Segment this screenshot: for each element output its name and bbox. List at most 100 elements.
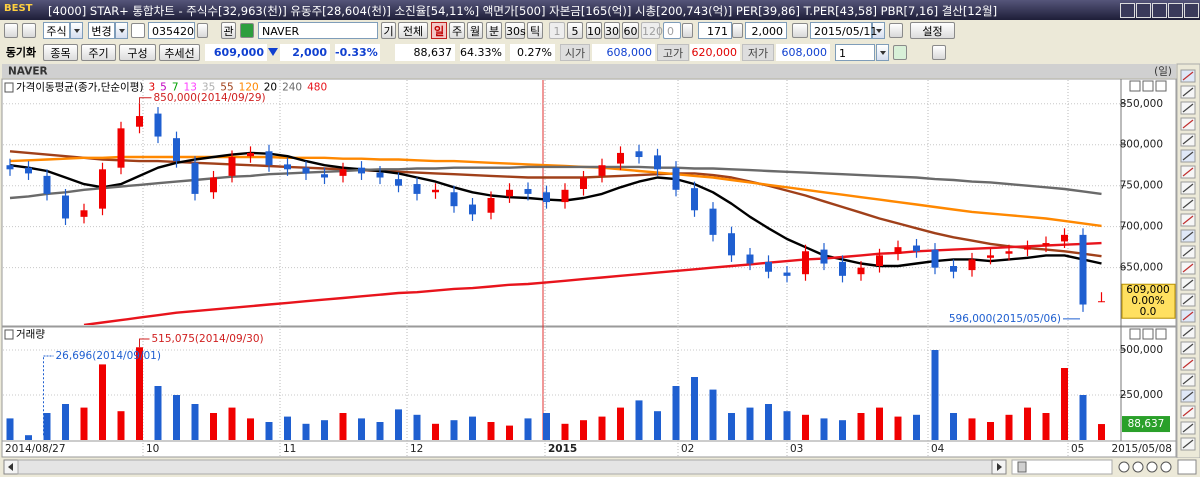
y-tick-label: 700,000 <box>1120 221 1163 233</box>
panel-button[interactable] <box>1142 328 1154 340</box>
zoom-button[interactable] <box>1160 461 1172 473</box>
toolbar-icon[interactable] <box>889 23 903 38</box>
volume-bar <box>210 413 217 440</box>
toolbar-button[interactable]: 종목 <box>43 44 78 61</box>
y-tick-label: 850,000 <box>1120 98 1163 110</box>
candle-body <box>672 167 680 190</box>
zoom-button[interactable] <box>1146 461 1158 473</box>
toolbar-button[interactable]: 설정 <box>910 22 955 39</box>
period-label: (일) <box>1154 65 1172 78</box>
scroll-track[interactable] <box>17 459 993 475</box>
window-button[interactable] <box>1152 3 1167 18</box>
volume-bar <box>1005 414 1013 440</box>
toolbar-button[interactable]: 5 <box>567 22 583 39</box>
panel-header <box>2 64 1176 78</box>
dropdown-arrow[interactable] <box>115 22 128 39</box>
toolbar-field[interactable]: 0 <box>663 22 681 39</box>
toolbar-button[interactable]: 주기 <box>81 44 116 61</box>
tool-glyph <box>1182 311 1194 321</box>
zoom-thumb[interactable] <box>1017 461 1027 473</box>
toolbar-field[interactable]: 2,000 <box>745 22 787 39</box>
toolbar-button[interactable]: 추세선 <box>159 44 200 61</box>
toolbar-button[interactable]: 월 <box>467 22 483 39</box>
toolbar-button[interactable]: 분 <box>486 22 502 39</box>
toolbar-button[interactable]: 120 <box>641 22 663 39</box>
toolbar-button[interactable]: 관 <box>221 22 236 39</box>
toolbar-icon[interactable] <box>4 23 18 38</box>
candle-body <box>746 254 754 264</box>
zoom-slider[interactable] <box>1011 459 1113 475</box>
candle-body <box>617 152 624 164</box>
x-tick-label: 04 <box>931 443 945 455</box>
toolbar-field[interactable]: 변경 <box>88 22 115 39</box>
panel-button[interactable] <box>1129 328 1141 340</box>
zoom-button[interactable] <box>1132 461 1144 473</box>
volume-bar <box>950 413 957 440</box>
toolbar-button[interactable]: 30 <box>604 22 620 39</box>
annotation: 26,696(2014/09/01) <box>56 350 161 362</box>
spinner[interactable] <box>732 23 743 38</box>
toolbar-button[interactable]: 구성 <box>119 44 156 61</box>
y-tick-label: 250,000 <box>1120 389 1163 401</box>
toolbar-button[interactable]: 전체 <box>398 22 428 39</box>
toolbar-field[interactable]: NAVER <box>258 22 378 39</box>
tool-glyph <box>1182 87 1194 97</box>
zoom-button[interactable] <box>1118 461 1130 473</box>
toolbar-button[interactable]: 10 <box>586 22 602 39</box>
search-icon[interactable] <box>240 23 254 38</box>
toolbar-field[interactable]: 1 <box>835 44 875 61</box>
close-button[interactable] <box>1184 3 1199 18</box>
volume-bar <box>820 418 828 440</box>
toolbar-field[interactable]: 주식 <box>43 22 70 39</box>
volume-bar <box>617 407 624 440</box>
tool-glyph <box>1182 407 1194 417</box>
dropdown-arrow[interactable] <box>872 22 885 39</box>
candle-body <box>99 169 106 209</box>
panel-button[interactable] <box>1155 328 1167 340</box>
volume-bar <box>117 411 125 440</box>
toolbar-button[interactable]: 60 <box>622 22 639 39</box>
toolbar-field[interactable]: 171 <box>698 22 732 39</box>
spinner[interactable] <box>682 23 693 38</box>
toolbar-button[interactable]: 30s <box>505 22 526 39</box>
volume-bar <box>99 364 106 440</box>
candle-body <box>376 172 384 178</box>
dropdown-arrow[interactable] <box>70 22 83 39</box>
window-button[interactable] <box>1168 3 1183 18</box>
toolbar-button[interactable]: 틱 <box>527 22 543 39</box>
ma-line <box>9 151 1102 268</box>
logo: BEST <box>4 3 33 14</box>
panel-button[interactable] <box>1129 80 1141 92</box>
panel-button[interactable] <box>1155 80 1167 92</box>
toolbar-value: 고가 <box>657 44 689 61</box>
toolbar-button[interactable]: 일 <box>431 22 447 39</box>
window-button[interactable] <box>1136 3 1151 18</box>
window-button[interactable] <box>1120 3 1135 18</box>
toolbar-icon[interactable] <box>932 45 946 60</box>
toolbar-icon[interactable] <box>792 23 808 38</box>
toolbar-field[interactable]: 035420 <box>148 22 195 39</box>
tool-glyph <box>1182 135 1194 145</box>
ma-line <box>9 150 1102 258</box>
toolbar-button[interactable]: 기 <box>381 22 396 39</box>
toolbar-button[interactable]: 1 <box>549 22 565 39</box>
date-axis <box>1 440 1177 458</box>
toolbar-icon[interactable] <box>22 23 36 38</box>
panel-button[interactable] <box>1142 80 1154 92</box>
toolbar-button[interactable]: 주 <box>449 22 465 39</box>
toolbar-field[interactable]: 2015/05/11 <box>810 22 877 39</box>
candle-body <box>654 155 661 170</box>
candle-body <box>894 247 902 254</box>
add-button[interactable] <box>893 45 907 60</box>
tool-glyph <box>1182 375 1194 385</box>
tool-glyph <box>1182 151 1194 161</box>
tool-glyph <box>1182 215 1194 225</box>
dropdown-arrow[interactable] <box>876 44 889 61</box>
volume-bar <box>321 420 328 440</box>
volume-bar <box>487 422 495 440</box>
toolbar-icon[interactable] <box>131 23 145 38</box>
spinner[interactable] <box>197 23 208 38</box>
settings-button[interactable] <box>1177 459 1197 475</box>
volume-bar <box>654 411 661 440</box>
volume-bar <box>413 414 421 440</box>
